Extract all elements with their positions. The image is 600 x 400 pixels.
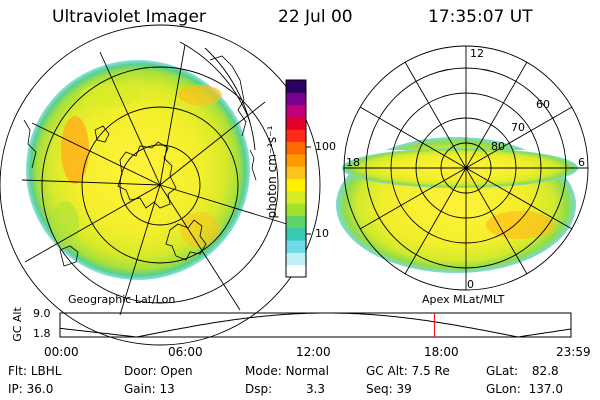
colorbar-segment: [286, 252, 306, 266]
colorbar-unit-label: photon cm⁻²s⁻¹: [265, 125, 279, 219]
status-mode: Mode: Normal: [245, 364, 329, 378]
colorbar-segment: [286, 240, 306, 253]
mlt-label-18: 18: [346, 156, 360, 169]
status-filter: Flt: LBHL: [8, 364, 62, 378]
colorbar-segment: [286, 166, 306, 179]
colorbar-segment: [286, 153, 306, 167]
altitude-plot: [59, 312, 572, 338]
time-tick-1800: 18:00: [424, 345, 459, 359]
right-panel-caption: Apex MLat/MLT: [422, 293, 505, 306]
colorbar-frame: [285, 79, 307, 278]
status-glat: GLat: 82.8: [486, 364, 559, 378]
colorbar-segment: [286, 141, 306, 155]
colorbar-segment: [286, 190, 306, 204]
colorbar-tick-100: 100: [315, 140, 336, 153]
mlt-label-6: 6: [578, 156, 585, 169]
status-door: Door: Open: [124, 364, 193, 378]
colorbar-segment: [286, 104, 306, 118]
mlat-label-70: 70: [511, 121, 525, 134]
status-seq: Seq: 39: [366, 382, 412, 396]
colorbar-tick-10: 10: [315, 227, 329, 240]
geographic-projection: [0, 24, 321, 346]
status-dsp: Dsp: 3.3: [245, 382, 326, 396]
image-time: 17:35:07 UT: [428, 7, 533, 27]
colorbar-segment: [286, 178, 306, 192]
time-tick-2359: 23:59: [556, 345, 591, 359]
altitude-ytick-max: 9.0: [33, 307, 51, 320]
colorbar-segment: [286, 215, 306, 229]
status-gc-alt: GC Alt: 7.5 Re: [366, 364, 450, 378]
altitude-ylabel: GC Alt: [10, 307, 24, 342]
intensity-colorbar: [285, 79, 307, 278]
image-date: 22 Jul 00: [278, 7, 353, 27]
status-ip: IP: 36.0: [8, 382, 54, 396]
app-title: Ultraviolet Imager: [52, 7, 206, 27]
status-glon: GLon: 137.0: [486, 382, 563, 396]
left-panel-caption: Geographic Lat/Lon: [68, 293, 176, 306]
colorbar-ticks: [306, 146, 311, 235]
colorbar-segment: [286, 227, 306, 241]
time-tick-1200: 12:00: [296, 345, 331, 359]
time-tick-0000: 00:00: [44, 345, 79, 359]
status-gain: Gain: 13: [124, 382, 175, 396]
colorbar-segment: [286, 80, 306, 93]
colorbar-segment: [286, 203, 306, 216]
colorbar-segment: [286, 116, 306, 130]
colorbar-segment: [286, 129, 306, 143]
magnetic-polar-plot: [330, 45, 590, 291]
mlat-label-60: 60: [536, 98, 550, 111]
colorbar-segment: [286, 92, 306, 106]
colorbar-segment: [286, 264, 306, 278]
mlt-label-12: 12: [470, 47, 484, 60]
time-tick-0600: 06:00: [168, 345, 203, 359]
mlt-label-0: 0: [467, 278, 474, 291]
altitude-ytick-min: 1.8: [33, 327, 51, 340]
mlat-label-80: 80: [491, 140, 505, 153]
